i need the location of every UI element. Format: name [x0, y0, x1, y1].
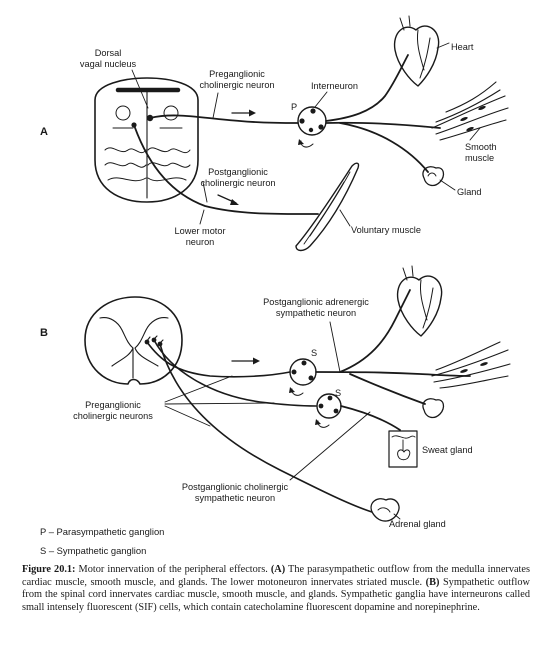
preganglionic-axon-b2	[153, 339, 317, 407]
preganglionic-cholinergic-label-line2: cholinergic neuron	[199, 80, 274, 90]
medulla-cross-section	[94, 77, 199, 203]
preganglionic-cholinergic-neurons-label-line1: Preganglionic	[85, 400, 141, 410]
gland-label: Gland	[457, 187, 482, 197]
sweat-gland-label: Sweat gland	[422, 445, 473, 455]
gland-icon	[422, 166, 445, 187]
motor-innervation-diagram: A P Heart	[40, 15, 511, 529]
smooth-muscle-icon	[431, 81, 509, 141]
lower-motor-neuron-axon	[133, 124, 319, 215]
lower-motor-neuron-label-line1: Lower motor	[174, 226, 225, 236]
voluntary-muscle-icon	[295, 162, 360, 252]
adrenal-gland-label: Adrenal gland	[389, 519, 446, 529]
caption-b-label: (B)	[425, 576, 440, 588]
heart-label: Heart	[451, 42, 474, 52]
smooth-muscle-icon	[431, 341, 511, 389]
postganglionic-to-gland-b	[349, 373, 426, 405]
legend-parasympathetic: P – Parasympathetic ganglion	[40, 526, 165, 537]
sympathetic-ganglion-1	[289, 358, 317, 386]
postganglionic-adrenergic-label-line1: Postganglionic adrenergic	[263, 297, 369, 307]
postganglionic-cholinergic-label-line2: cholinergic neuron	[200, 178, 275, 188]
p-marker: P	[291, 102, 297, 112]
preganglionic-axon-b1	[146, 341, 291, 378]
postganglionic-sympathetic-cholinergic-label-line1: Postganglionic cholinergic	[182, 482, 289, 492]
caption-text-1: Motor innervation of the peripheral effe…	[75, 564, 271, 575]
sweat-gland-icon	[388, 430, 418, 468]
panel-label-b: B	[40, 327, 48, 339]
postganglionic-sympathetic-cholinergic-label-line2: sympathetic neuron	[195, 493, 275, 503]
caption-text-3: Sympathetic outflow from the spinal cord…	[22, 576, 530, 613]
interneuron-pointer	[314, 91, 328, 108]
figure-caption: Figure 20.1: Motor innervation of the pe…	[22, 564, 530, 614]
parasympathetic-ganglion	[297, 106, 327, 136]
preganglionic-cholinergic-neurons-label-line2: cholinergic neurons	[73, 411, 153, 421]
preganglionic-axon-a	[149, 114, 299, 124]
caption-text-2: The parasympathetic outflow from the med…	[22, 564, 530, 588]
postganglionic-to-smooth-muscle-b	[315, 371, 471, 377]
heart-icon	[396, 265, 443, 337]
postganglionic-adrenergic-label-line2: sympathetic neuron	[276, 308, 356, 318]
lower-motor-neuron-label-line2: neuron	[186, 237, 215, 247]
caption-figure-number: Figure 20.1:	[22, 564, 76, 575]
preganglionic-cholinergic-label-line1: Preganglionic	[209, 69, 265, 79]
gland-icon	[422, 398, 445, 419]
postganglionic-cholinergic-label-line1: Postganglionic	[208, 167, 268, 177]
preganglionic-axon-b3	[159, 343, 373, 513]
dorsal-vagal-nucleus-label-line1: Dorsal	[95, 48, 122, 58]
s-marker-1: S	[311, 348, 317, 358]
dorsal-vagal-nucleus-label-line2: vagal nucleus	[80, 59, 137, 69]
smooth-muscle-label-line2: muscle	[465, 153, 494, 163]
s-marker-2: S	[335, 388, 341, 398]
spinal-cord-cross-section	[84, 296, 183, 385]
voluntary-muscle-label: Voluntary muscle	[351, 225, 421, 235]
panel-label-a: A	[40, 126, 48, 138]
smooth-muscle-label-line1: Smooth	[465, 142, 497, 152]
caption-a-label: (A)	[270, 564, 286, 575]
postganglionic-to-gland-a	[339, 122, 429, 173]
heart-icon	[393, 15, 440, 87]
adrenal-gland-icon	[370, 498, 400, 522]
legend: P – Parasympathetic ganglion S – Sympath…	[40, 522, 164, 560]
postganglionic-to-heart-b	[339, 289, 411, 373]
interneuron-label: Interneuron	[311, 81, 358, 91]
postganglionic-to-smooth-muscle-a	[325, 121, 441, 129]
postganglionic-to-sweat-gland	[340, 405, 401, 431]
legend-sympathetic: S – Sympathetic ganglion	[40, 545, 147, 556]
